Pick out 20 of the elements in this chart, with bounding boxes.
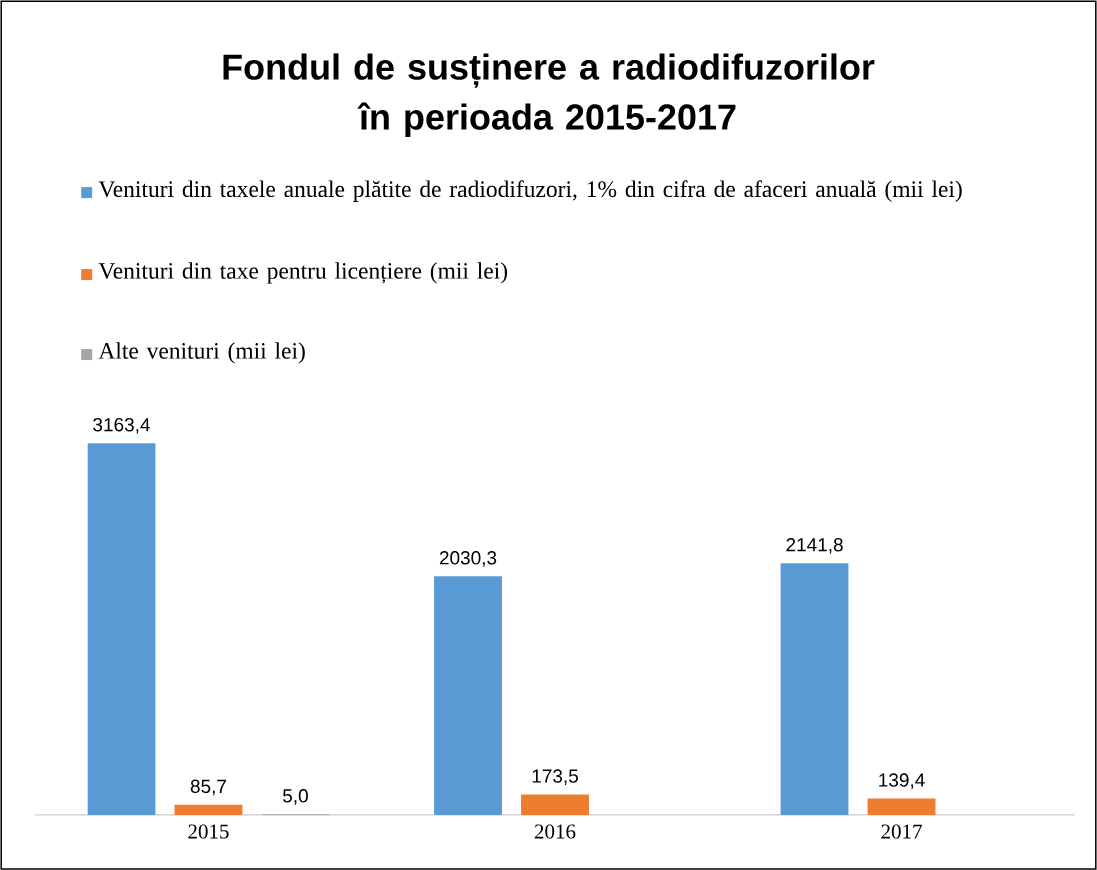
data-label: 85,7 [190,779,226,796]
legend-label: Venituri din taxe pentru licențiere (mii lei) [98,262,508,284]
data-label: 2141,8 [786,537,843,554]
bar [867,798,936,815]
x-tick-label: 2016 [534,824,576,839]
x-tick-label: 2015 [188,824,229,839]
data-label: 139,4 [879,773,925,789]
legend-label: Venituri din taxele anuale plătite de radiodifuzori, 1% din cifra de afaceri anuală (mii lei) [98,180,962,202]
data-label: 5,0 [282,789,308,805]
bar [434,576,502,815]
legend-label: Alte venituri (mii lei) [98,342,305,364]
bar [174,804,243,815]
bar [87,443,156,815]
data-label: 173,5 [532,769,578,785]
bar [521,794,589,815]
data-label: 3163,4 [93,417,150,434]
bar [780,563,849,815]
chart-title: Fondul de susținere a radiodifuzorilor în perioada 2015-2017 [223,53,875,137]
data-label: 2030,3 [439,551,497,567]
x-tick-label: 2017 [881,824,922,839]
